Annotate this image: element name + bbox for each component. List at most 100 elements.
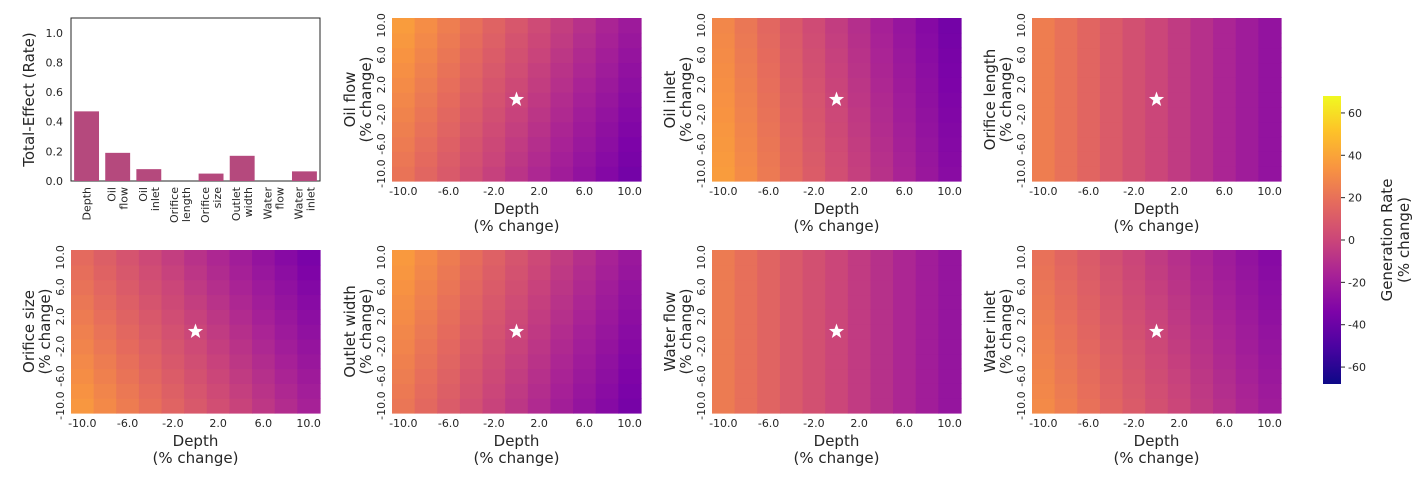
svg-text:(% change): (% change) <box>357 289 375 375</box>
heatmap-cell <box>138 279 163 296</box>
heatmap-cell <box>757 151 781 167</box>
heatmap-cell <box>184 398 208 414</box>
heatmap-cell <box>138 353 163 370</box>
heatmap-cell <box>1167 62 1192 78</box>
heatmap-ytick-label: -6.0 <box>1015 365 1028 386</box>
heatmap-cell <box>482 106 506 123</box>
heatmap-xtick-label: 2.0 <box>850 185 868 198</box>
heatmap-cell <box>938 92 962 108</box>
heatmap-cell <box>116 368 140 384</box>
heatmap-cell <box>1054 121 1078 138</box>
heatmap-cell <box>1054 92 1078 108</box>
heatmap-cell <box>595 32 619 49</box>
bar-xtick-label: Orificesize <box>199 187 224 223</box>
heatmap-cell <box>893 136 917 152</box>
svg-text:(% change): (% change) <box>1395 197 1413 283</box>
svg-text:-6.0: -6.0 <box>54 365 67 386</box>
heatmap-cell <box>1258 368 1282 384</box>
heatmap-cell <box>712 398 736 414</box>
svg-text:-6.0: -6.0 <box>1015 365 1028 386</box>
heatmap-cell <box>527 294 552 310</box>
heatmap-cell <box>870 62 894 78</box>
heatmap-cell <box>71 398 95 414</box>
heatmap-cell <box>437 368 461 384</box>
heatmap-cell <box>161 279 185 296</box>
heatmap-cell <box>618 250 642 266</box>
heatmap-xtick-label: 6.0 <box>576 417 594 430</box>
heatmap-cell <box>505 151 529 167</box>
heatmap-cell <box>437 166 461 182</box>
heatmap-cell <box>1167 398 1192 414</box>
heatmap-xtick-label: 10.0 <box>296 417 321 430</box>
heatmap-ytick-label: -10.0 <box>1015 159 1028 187</box>
heatmap-cell <box>1235 47 1259 64</box>
heatmap-cell <box>1145 398 1169 414</box>
heatmap-cell <box>252 294 276 310</box>
heatmap-cell <box>1213 398 1237 414</box>
heatmap-cell <box>252 250 276 266</box>
heatmap-cell <box>414 166 438 182</box>
heatmap-cell <box>779 121 804 138</box>
heatmap-cell <box>550 47 574 64</box>
heatmap-cell <box>847 151 872 167</box>
heatmap-cell <box>595 250 619 266</box>
svg-text:Generation Rate: Generation Rate <box>1378 179 1396 302</box>
heatmap-cell <box>802 166 826 182</box>
heatmap-cell <box>757 338 781 355</box>
heatmap-cell <box>938 77 962 93</box>
heatmap-cell <box>274 279 298 296</box>
heatmap-cell <box>1213 279 1237 296</box>
svg-text:-10.0: -10.0 <box>695 159 708 187</box>
heatmap-cell <box>712 368 736 384</box>
heatmap-cell <box>1190 309 1214 325</box>
heatmap-ytick-label: 2.0 <box>1015 76 1028 94</box>
heatmap-cell <box>757 294 781 310</box>
heatmap-cell <box>734 18 758 34</box>
svg-text:2.0: 2.0 <box>695 76 708 94</box>
heatmap-cell <box>1122 338 1146 355</box>
heatmap-cell <box>1235 32 1259 49</box>
heatmap-cell <box>414 62 438 78</box>
heatmap-ytick-label: -2.0 <box>695 104 708 125</box>
heatmap-cell <box>573 92 597 108</box>
heatmap-cell <box>618 338 642 355</box>
heatmap-cell <box>482 32 506 49</box>
heatmap-cell <box>1077 47 1101 64</box>
svg-text:2.0: 2.0 <box>1015 76 1028 94</box>
heatmap-cell <box>802 353 826 370</box>
heatmap-cell <box>1258 324 1282 340</box>
heatmap-cell <box>274 368 298 384</box>
heatmap-cell <box>1099 279 1124 296</box>
heatmap-cell <box>550 250 574 266</box>
heatmap-cell <box>802 279 826 296</box>
heatmap-cell <box>392 166 416 182</box>
heatmap-xtick-label: 10.0 <box>1257 417 1282 430</box>
heatmap-cell <box>527 166 552 182</box>
heatmap-cell <box>1213 353 1237 370</box>
heatmap-cell <box>1032 121 1056 138</box>
heatmap-cell <box>595 294 619 310</box>
heatmap-cell <box>1099 47 1124 64</box>
heatmap-cell <box>915 264 939 281</box>
heatmap-cell <box>1122 398 1146 414</box>
heatmap-cell <box>1235 309 1259 325</box>
heatmap-cell <box>734 353 758 370</box>
heatmap-ytick-label: -2.0 <box>695 336 708 357</box>
heatmap-cell <box>206 398 231 414</box>
heatmap-cell <box>527 47 552 64</box>
colorbar-tick-label: 40 <box>1348 149 1362 162</box>
heatmap-cell <box>414 324 438 340</box>
heatmap-cell <box>437 338 461 355</box>
heatmap-cell <box>618 106 642 123</box>
colorbar-label: Generation Rate (% change) <box>1378 179 1413 302</box>
heatmap-y-axis-label: Water flow(% change) <box>661 289 695 375</box>
heatmap-cell <box>206 294 231 310</box>
heatmap-cell <box>870 398 894 414</box>
heatmap-cell <box>161 294 185 310</box>
heatmap-cell <box>938 151 962 167</box>
heatmap-cell <box>1122 353 1146 370</box>
heatmap-x-axis-unit: (% change) <box>474 449 560 467</box>
heatmap-cell <box>550 324 574 340</box>
heatmap-cell <box>779 166 804 182</box>
heatmap-cell <box>297 353 321 370</box>
